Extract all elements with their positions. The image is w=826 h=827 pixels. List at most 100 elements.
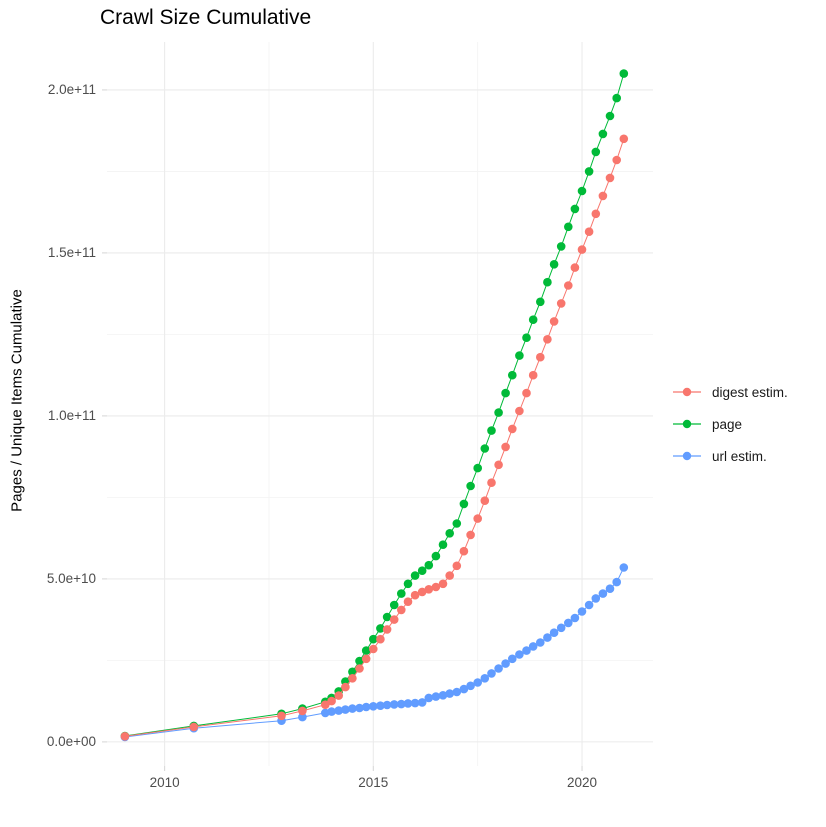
data-point-url-estim — [397, 699, 406, 709]
data-point-digest-estim — [397, 605, 406, 615]
data-point-digest-estim — [515, 406, 524, 416]
data-point-digest-estim — [376, 634, 385, 644]
data-point-page — [466, 481, 475, 491]
data-point-url-estim — [508, 654, 517, 664]
data-point-url-estim — [376, 701, 385, 710]
data-point-url-estim — [528, 642, 538, 651]
data-point-digest-estim — [570, 263, 580, 272]
data-point-page — [445, 529, 455, 538]
data-point-url-estim — [417, 698, 427, 707]
data-point-url-estim — [341, 705, 350, 714]
data-point-digest-estim — [605, 173, 615, 183]
data-point-digest-estim — [584, 227, 594, 236]
data-point-page — [361, 646, 371, 655]
data-point-digest-estim — [619, 134, 629, 144]
data-point-page — [605, 111, 615, 121]
data-point-url-estim — [431, 692, 441, 701]
data-point-page — [438, 540, 448, 549]
data-point-url-estim — [327, 707, 336, 716]
data-point-url-estim — [298, 712, 307, 722]
y-tick-label: 1.0e+11 — [47, 407, 96, 423]
data-point-page — [473, 463, 483, 473]
data-point-url-estim — [334, 706, 344, 715]
data-point-digest-estim — [556, 299, 566, 308]
data-point-digest-estim — [480, 496, 490, 506]
data-point-page — [376, 624, 385, 633]
data-point-digest-estim — [577, 245, 587, 254]
legend-label-url-estim: url estim. — [712, 448, 767, 464]
data-point-url-estim — [522, 646, 531, 655]
data-point-page — [598, 129, 608, 139]
data-point-url-estim — [494, 664, 503, 673]
data-point-digest-estim — [355, 664, 364, 673]
data-point-url-estim — [619, 563, 629, 572]
data-point-digest-estim — [321, 700, 330, 709]
data-point-url-estim — [466, 681, 475, 691]
data-point-page — [549, 260, 559, 269]
data-point-page — [577, 186, 587, 196]
x-tick-label: 2010 — [149, 775, 180, 790]
data-point-url-estim — [424, 693, 434, 703]
data-point-digest-estim — [431, 582, 441, 592]
data-point-url-estim — [355, 703, 364, 713]
data-point-digest-estim — [549, 317, 559, 326]
data-point-url-estim — [438, 691, 448, 700]
data-point-digest-estim — [528, 370, 538, 380]
legend-label-digest-estim: digest estim. — [712, 384, 788, 400]
data-point-url-estim — [612, 577, 621, 587]
data-point-url-estim — [361, 702, 371, 712]
data-point-url-estim — [410, 698, 420, 708]
data-point-page — [528, 315, 538, 325]
legend: digest estim. page url estim. — [672, 376, 788, 472]
data-point-page — [536, 297, 545, 307]
legend-key-url-estim-icon — [673, 451, 701, 461]
data-point-url-estim — [445, 689, 455, 698]
data-point-digest-estim — [424, 585, 434, 594]
data-point-digest-estim — [382, 625, 392, 634]
legend-item-page: page — [672, 408, 788, 440]
data-point-url-estim — [605, 584, 615, 593]
data-point-digest-estim — [543, 335, 552, 344]
data-point-url-estim — [501, 659, 510, 668]
data-point-page — [494, 408, 503, 417]
legend-label-page: page — [712, 416, 743, 432]
data-point-digest-estim — [298, 706, 307, 716]
data-point-digest-estim — [473, 514, 483, 523]
data-point-page — [501, 388, 510, 398]
chart-title: Crawl Size Cumulative — [100, 6, 312, 29]
data-point-page — [515, 351, 524, 360]
legend-key-digest-estim-icon — [673, 387, 701, 397]
data-point-page — [424, 560, 434, 570]
x-tick-label: 2020 — [567, 775, 598, 790]
data-point-digest-estim — [598, 191, 608, 201]
x-tick-label: 2015 — [358, 775, 389, 790]
data-point-digest-estim — [508, 424, 517, 434]
y-tick-label: 2.0e+11 — [47, 81, 96, 97]
data-point-url-estim — [452, 687, 462, 697]
data-point-url-estim — [459, 684, 469, 694]
data-point-digest-estim — [612, 155, 621, 165]
legend-item-url-estim: url estim. — [672, 440, 788, 472]
data-point-digest-estim — [452, 561, 462, 571]
data-point-digest-estim — [591, 209, 601, 219]
data-point-page — [459, 499, 469, 509]
data-point-digest-estim — [536, 352, 545, 362]
data-point-page — [480, 444, 490, 453]
data-point-digest-estim — [417, 587, 427, 597]
data-point-digest-estim — [120, 732, 130, 741]
data-point-page — [369, 634, 378, 644]
legend-key-page-icon — [673, 419, 701, 429]
data-point-url-estim — [515, 650, 524, 659]
data-point-digest-estim — [369, 644, 378, 654]
data-point-page — [452, 519, 462, 528]
data-point-digest-estim — [403, 597, 413, 606]
data-point-url-estim — [584, 600, 594, 610]
y-tick-label: 5.0e+10 — [46, 570, 96, 586]
data-point-page — [612, 93, 621, 103]
data-point-url-estim — [536, 638, 545, 647]
data-point-url-estim — [403, 699, 413, 708]
data-point-page — [556, 242, 566, 251]
data-point-url-estim — [570, 613, 580, 623]
data-point-page — [355, 656, 364, 666]
data-point-page — [431, 551, 441, 561]
